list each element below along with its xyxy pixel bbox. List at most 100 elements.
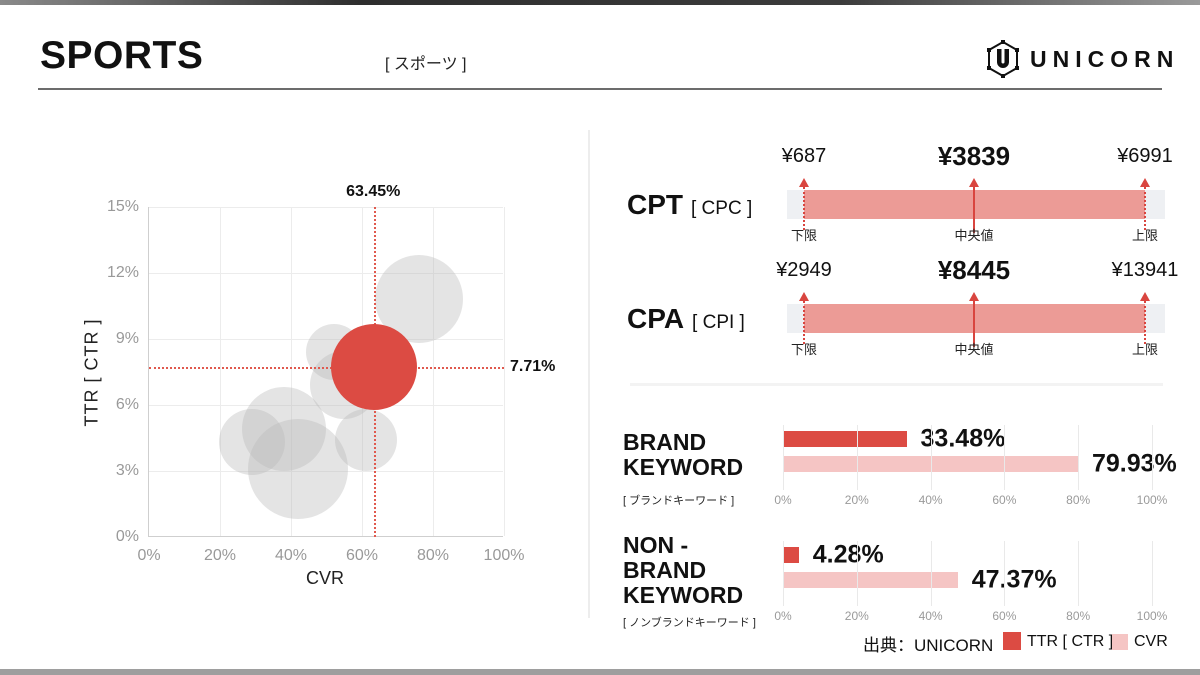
bubble-chart: 0% 20% 40% 60% 80% 100% 0% 3% 6% 9% 12% 15% 63.45% … bbox=[0, 120, 588, 620]
x-tick-label: 20% bbox=[203, 547, 237, 564]
x-tick-label: 80% bbox=[416, 547, 450, 564]
value-low: ¥2949 bbox=[776, 259, 832, 281]
gridline bbox=[291, 207, 292, 536]
arrow-up-icon bbox=[799, 292, 809, 301]
sublabel-median: 中央値 bbox=[954, 228, 994, 243]
crosshair-x-label: 63.45% bbox=[346, 183, 401, 200]
x-tick-label: 80% bbox=[1066, 609, 1091, 623]
page-subtitle-jp: [ スポーツ ] bbox=[385, 56, 467, 73]
bar-value-ttr: 33.48% bbox=[920, 424, 1006, 453]
bubble-highlight bbox=[331, 324, 418, 411]
gridline bbox=[856, 541, 858, 606]
x-tick-label: 20% bbox=[844, 609, 869, 623]
sublabel-low: 下限 bbox=[790, 228, 818, 243]
y-tick-label: 6% bbox=[115, 396, 139, 413]
legend-label-ttr: TTR [ CTR ] bbox=[1027, 633, 1114, 650]
sublabel-high: 上限 bbox=[1131, 342, 1159, 357]
range-bar-cpt: ¥687 ¥3839 ¥6991 下限 中央値 上限 bbox=[782, 141, 1173, 243]
x-tick-label: 0% bbox=[774, 609, 792, 623]
gridline bbox=[783, 541, 784, 606]
letterbox-top bbox=[0, 0, 1200, 5]
gridline bbox=[1152, 541, 1153, 606]
x-tick-label: 40% bbox=[918, 609, 943, 623]
marker-line bbox=[803, 301, 805, 344]
brand-name: UNICORN bbox=[1030, 45, 1180, 72]
gridline bbox=[220, 207, 221, 536]
marker-line bbox=[973, 301, 975, 347]
bar-value-cvr: 79.93% bbox=[1091, 449, 1177, 478]
gridline bbox=[149, 207, 503, 208]
x-tick-label: 40% bbox=[918, 493, 943, 507]
x-tick-label: 40% bbox=[274, 547, 308, 564]
bar-row-cvr: 79.93% bbox=[783, 450, 1177, 478]
unicorn-hexagon-icon bbox=[986, 40, 1020, 78]
page-title: SPORTS bbox=[40, 34, 204, 77]
gridline bbox=[149, 339, 503, 340]
header-rule bbox=[38, 88, 1162, 90]
x-tick-label: 60% bbox=[992, 609, 1017, 623]
keyword-label-line: NON - bbox=[623, 532, 689, 558]
arrow-up-icon bbox=[969, 178, 979, 187]
y-axis-title: TTR [ CTR ] bbox=[81, 318, 102, 427]
gridline bbox=[930, 425, 932, 490]
legend-swatch-ttr bbox=[1003, 632, 1021, 650]
arrow-up-icon bbox=[1140, 178, 1150, 187]
metric-row-cpt: CPT [ CPC ] bbox=[627, 189, 752, 221]
keyword-label-brand: BRAND KEYWORD bbox=[623, 430, 743, 480]
bubble-gray bbox=[241, 387, 326, 472]
sublabel-median: 中央値 bbox=[954, 342, 994, 357]
metric-name: CPA bbox=[627, 303, 685, 334]
marker-line bbox=[1144, 187, 1146, 230]
marker-line bbox=[973, 187, 975, 233]
x-tick-label: 100% bbox=[1136, 609, 1168, 623]
metric-name: CPT bbox=[627, 189, 683, 220]
value-median: ¥8445 bbox=[937, 255, 1011, 285]
keyword-label-line: KEYWORD bbox=[623, 454, 744, 480]
x-tick-label: 0% bbox=[137, 547, 161, 564]
keyword-label-jp: [ ノンブランドキーワード ] bbox=[623, 617, 756, 629]
arrow-up-icon bbox=[799, 178, 809, 187]
gridline bbox=[149, 273, 503, 274]
bar-cvr bbox=[783, 572, 958, 588]
crosshair-y-label: 7.71% bbox=[510, 358, 556, 376]
gridline bbox=[930, 541, 932, 606]
y-tick-label: 3% bbox=[115, 462, 139, 479]
y-tick-label: 12% bbox=[106, 264, 139, 281]
metric-sub: [ CPI ] bbox=[692, 312, 745, 333]
keyword-chart-brand: 33.48% 79.93% 0% 20% 40% 60% 80% 100% bbox=[774, 425, 1177, 520]
keyword-label-jp: [ ブランドキーワード ] bbox=[623, 495, 735, 507]
value-high: ¥13941 bbox=[1111, 259, 1179, 281]
bar-cvr bbox=[783, 456, 1078, 472]
bar-ttr bbox=[783, 431, 907, 447]
y-tick-label: 0% bbox=[115, 528, 139, 545]
gridline bbox=[1004, 541, 1006, 606]
bar-row-ttr: 33.48% bbox=[783, 425, 1152, 453]
keyword-label-line: BRAND bbox=[623, 429, 707, 455]
gridline bbox=[149, 471, 503, 472]
gridline bbox=[1152, 425, 1153, 490]
arrow-up-icon bbox=[969, 292, 979, 301]
keyword-label-line: BRAND bbox=[623, 557, 707, 583]
x-tick-label: 80% bbox=[1066, 493, 1091, 507]
section-divider-vertical bbox=[588, 130, 590, 618]
gridline bbox=[1004, 425, 1006, 490]
bubble-gray bbox=[218, 409, 285, 476]
keyword-label-nonbrand: NON - BRAND KEYWORD bbox=[623, 533, 743, 608]
keyword-chart-nonbrand: 4.28% 47.37% 0% 20% 40% 60% 80% 100% bbox=[774, 541, 1167, 636]
sublabel-high: 上限 bbox=[1131, 228, 1159, 243]
y-tick-label: 9% bbox=[115, 330, 139, 347]
x-tick-label: 0% bbox=[774, 493, 792, 507]
x-tick-label: 60% bbox=[345, 547, 379, 564]
bubble-gray bbox=[334, 409, 397, 472]
gridline bbox=[783, 425, 784, 490]
marker-line bbox=[1144, 301, 1146, 344]
crosshair-horizontal bbox=[149, 367, 504, 370]
gridline bbox=[149, 405, 503, 406]
y-tick-label: 15% bbox=[106, 198, 139, 215]
x-tick-label: 60% bbox=[992, 493, 1017, 507]
x-tick-label: 100% bbox=[483, 547, 525, 564]
bar-value-cvr: 47.37% bbox=[971, 565, 1057, 594]
gridline bbox=[1078, 541, 1080, 606]
bubble-gray bbox=[248, 418, 349, 519]
